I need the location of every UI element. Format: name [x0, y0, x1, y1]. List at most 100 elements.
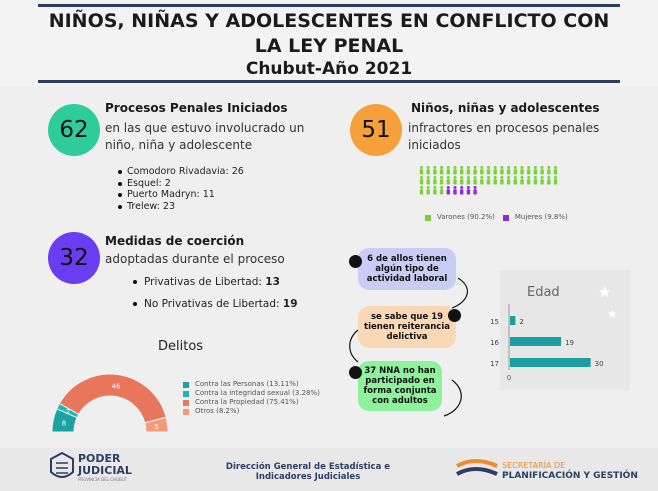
male-person-icon: [513, 166, 517, 175]
callout-laboral: 6 de allos tienen algún tipo de activida…: [358, 248, 456, 290]
legend-sexual: Contra la integridad sexual (3.28%): [183, 389, 320, 398]
male-person-icon: [439, 186, 444, 195]
list-item: Esquel: 2: [118, 178, 244, 190]
male-person-icon: [439, 176, 444, 185]
male-person-icon: [466, 166, 471, 175]
nna-pictogram: [417, 164, 567, 206]
footer-center-text: Dirección General de Estadística e Indica…: [225, 462, 391, 482]
data-label: 46: [112, 382, 121, 390]
nna-legend: Varones (90.2%) Mujeres (9.8%): [425, 213, 568, 222]
callout-connectors: [349, 277, 468, 417]
axis-zero-label: 0: [507, 374, 511, 382]
medidas-list: Privativas de Libertad: 13 No Privativas…: [133, 271, 298, 315]
male-person-icon: [547, 166, 551, 175]
procesos-text-2: niño, niña y adolescente: [105, 138, 253, 152]
star-icon: ★: [607, 307, 618, 321]
tick-label: 15: [490, 318, 499, 326]
male-person-icon: [500, 166, 504, 175]
delitos-half-donut: 82 46 5: [51, 373, 169, 433]
data-label: 2: [66, 408, 70, 416]
procesos-text-1: en las que estuvo involucrado un: [105, 121, 305, 135]
male-person-icon: [419, 186, 424, 195]
list-item: Trelew: 23: [118, 201, 244, 213]
medidas-text: adoptadas durante el proceso: [105, 252, 285, 266]
procesos-count-circle: 62: [48, 104, 100, 156]
nna-count-circle: 51: [350, 104, 402, 156]
procesos-list: Comodoro Rivadavia: 26 Esquel: 2 Puerto …: [118, 166, 244, 212]
male-person-icon: [520, 176, 524, 185]
procesos-count: 62: [59, 117, 89, 143]
list-item: Puerto Madryn: 11: [118, 189, 244, 201]
planificacion-logo: SECRETARÍA DE PLANIFICACIÓN Y GESTIÓN: [502, 461, 638, 481]
female-person-icon: [466, 186, 471, 195]
callout-dot: [448, 309, 461, 322]
male-person-icon: [453, 176, 457, 185]
male-person-icon: [533, 166, 538, 175]
male-person-icon: [426, 176, 430, 185]
bar: [510, 358, 591, 367]
male-person-icon: [426, 166, 430, 175]
list-item: No Privativas de Libertad: 19: [133, 293, 298, 315]
poder-judicial-logo-icon: [50, 452, 74, 478]
male-person-icon: [460, 176, 464, 185]
slice: [144, 416, 169, 433]
data-label: 2: [519, 318, 523, 326]
male-person-icon: [547, 176, 551, 185]
male-person-icon: [453, 166, 457, 175]
male-person-icon: [480, 176, 484, 185]
page-title-line2: LA LEY PENAL: [254, 35, 404, 57]
title-bottom-rule: [38, 80, 620, 83]
data-label: 30: [595, 360, 604, 368]
male-person-icon: [493, 176, 497, 185]
edad-chart-title: Edad: [527, 285, 560, 300]
legend-male: Varones (90.2%): [425, 213, 495, 222]
poder-judicial-logo: PODER JUDICIAL PROVINCIA DEL CHUBUT: [78, 452, 132, 483]
nna-text-1: infractores en procesos penales: [408, 121, 600, 135]
male-person-icon: [446, 166, 450, 175]
bar: [510, 337, 562, 346]
male-person-icon: [480, 166, 484, 175]
male-person-icon: [527, 166, 531, 175]
male-person-icon: [419, 176, 424, 185]
list-item: Privativas de Libertad: 13: [133, 271, 298, 293]
male-person-icon: [493, 166, 497, 175]
male-person-icon: [460, 166, 464, 175]
page-title-line1: NIÑOS, NIÑAS Y ADOLESCENTES EN CONFLICTO…: [48, 10, 610, 32]
male-person-icon: [486, 176, 491, 185]
title-band: [0, 0, 658, 86]
tick-label: 16: [490, 339, 499, 347]
footer: [0, 448, 658, 491]
data-label: 5: [154, 423, 158, 431]
male-person-icon: [433, 176, 437, 185]
male-person-icon: [439, 166, 444, 175]
tick-label: 17: [490, 360, 499, 368]
male-person-icon: [520, 166, 524, 175]
nna-text-2: iniciados: [408, 138, 461, 152]
female-person-icon: [453, 186, 457, 195]
legend-female: Mujeres (9.8%): [502, 213, 568, 222]
male-person-icon: [506, 166, 511, 175]
male-person-icon: [473, 176, 477, 185]
male-person-icon: [513, 176, 517, 185]
male-person-icon: [533, 176, 538, 185]
planificacion-logo-icon: [456, 459, 498, 476]
page-subtitle: Chubut-Año 2021: [245, 59, 413, 79]
medidas-heading: Medidas de coerción: [105, 234, 245, 248]
nna-heading: Niños, niñas y adolescentes: [411, 101, 600, 115]
nna-count: 51: [361, 117, 391, 143]
male-person-icon: [419, 166, 424, 175]
title-top-rule: [38, 4, 620, 7]
male-person-icon: [540, 176, 544, 185]
bar: [510, 316, 516, 325]
female-person-icon: [460, 186, 464, 195]
male-person-icon: [553, 166, 558, 175]
male-person-icon: [527, 176, 531, 185]
male-person-icon: [473, 166, 477, 175]
delitos-legend: Contra las Personas (13.11%) Contra la i…: [183, 380, 320, 416]
male-person-icon: [466, 176, 471, 185]
delitos-title: Delitos: [158, 339, 204, 354]
procesos-heading: Procesos Penales Iniciados: [105, 101, 288, 115]
list-item: Comodoro Rivadavia: 26: [118, 166, 244, 178]
male-person-icon: [540, 166, 544, 175]
male-person-icon: [506, 176, 511, 185]
